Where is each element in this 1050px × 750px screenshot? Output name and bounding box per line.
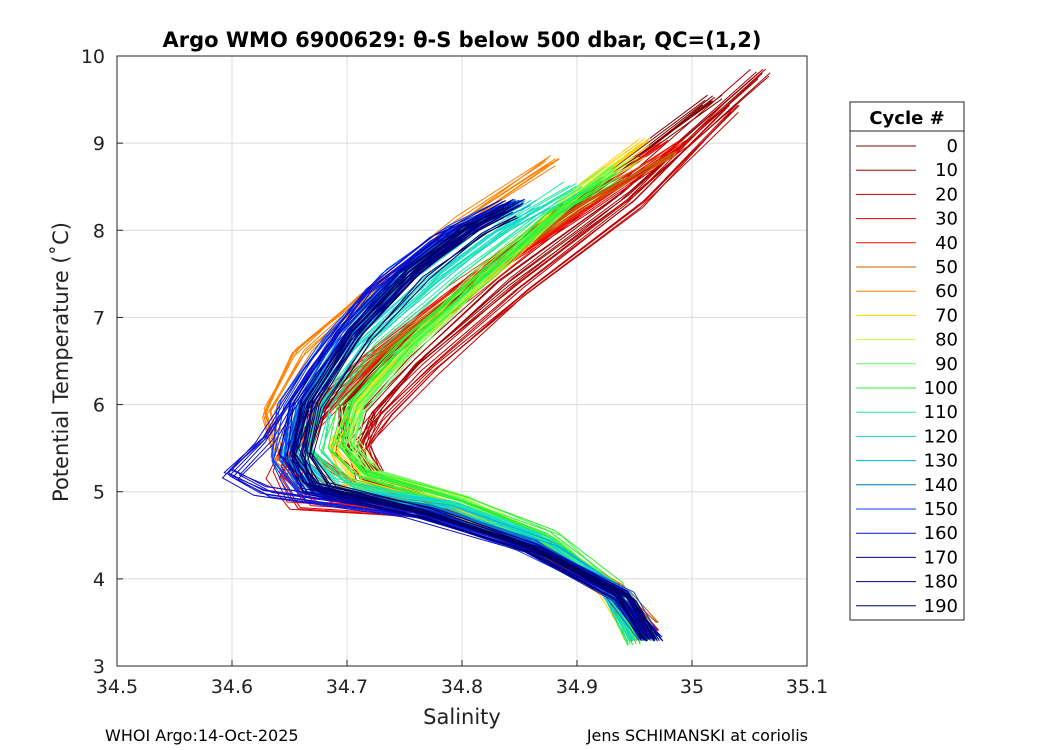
legend-entry-label: 70	[935, 305, 958, 326]
x-tick-label: 34.8	[441, 676, 483, 698]
y-tick-label: 6	[93, 395, 105, 417]
legend-entries: 0 10 20 30 40 50 60 70 80 90 100 110 120 130 140 150 160…	[856, 136, 958, 617]
profile-line	[289, 200, 649, 640]
profile-line	[292, 207, 655, 642]
profile-line	[304, 207, 650, 639]
legend-entry-label: 50	[935, 257, 958, 278]
profile-line	[322, 191, 651, 642]
legend-entry-label: 90	[935, 354, 958, 375]
legend-entry-label: 110	[924, 402, 958, 423]
x-tick-label: 34.5	[96, 676, 138, 698]
x-tick-label: 34.9	[556, 676, 598, 698]
profile-line	[222, 216, 641, 637]
x-tick-label: 34.7	[326, 676, 368, 698]
profile-line	[342, 173, 637, 644]
legend-entry-label: 80	[935, 330, 958, 351]
legend-entry-label: 180	[924, 572, 958, 593]
series-layer	[222, 68, 771, 646]
x-tick-label: 35	[680, 676, 704, 698]
x-axis-ticks: 34.5 34.6 34.7 34.8 34.9 35 35.1	[96, 660, 828, 698]
x-axis-label: Salinity	[423, 705, 501, 729]
legend-entry-label: 140	[924, 475, 958, 496]
legend-entry-label: 0	[947, 136, 958, 157]
legend-entry-label: 10	[935, 160, 958, 181]
profile-line	[340, 172, 641, 643]
legend-entry-label: 150	[924, 499, 958, 520]
y-tick-label: 8	[93, 220, 105, 242]
y-axis-ticks: 3 4 5 6 7 8 9 10	[81, 46, 123, 678]
profile-line	[231, 207, 657, 635]
y-tick-label: 5	[93, 482, 105, 504]
x-tick-label: 35.1	[786, 676, 828, 698]
profile-line	[336, 174, 633, 644]
y-tick-label: 4	[93, 569, 105, 591]
series-190	[291, 207, 660, 642]
y-axis-label: Potential Temperature (˚C)	[49, 222, 73, 502]
legend-entry-label: 120	[924, 426, 958, 447]
legend-entry-label: 160	[924, 523, 958, 544]
x-tick-label: 34.6	[211, 676, 253, 698]
y-tick-label: 9	[93, 133, 105, 155]
legend-title: Cycle #	[869, 108, 944, 129]
legend-entry-label: 60	[935, 281, 958, 302]
legend-entry-label: 170	[924, 547, 958, 568]
y-tick-label: 7	[93, 307, 105, 329]
chart-title: Argo WMO 6900629: θ-S below 500 dbar, QC…	[163, 28, 762, 52]
profile-line	[308, 215, 660, 641]
legend-entry-label: 100	[924, 378, 958, 399]
footer-right: Jens SCHIMANSKI at coriolis	[586, 726, 808, 745]
profile-line	[291, 206, 642, 642]
legend-entry-label: 30	[935, 209, 958, 230]
y-tick-label: 10	[81, 46, 105, 68]
profile-line	[293, 217, 647, 642]
profile-line	[311, 217, 658, 642]
legend-entry-label: 190	[924, 596, 958, 617]
legend-entry-label: 20	[935, 184, 958, 205]
legend-entry-label: 130	[924, 451, 958, 472]
y-tick-label: 3	[93, 656, 105, 678]
footer-left: WHOI Argo:14-Oct-2025	[105, 726, 299, 745]
legend-entry-label: 40	[935, 233, 958, 254]
profile-line	[291, 210, 644, 640]
